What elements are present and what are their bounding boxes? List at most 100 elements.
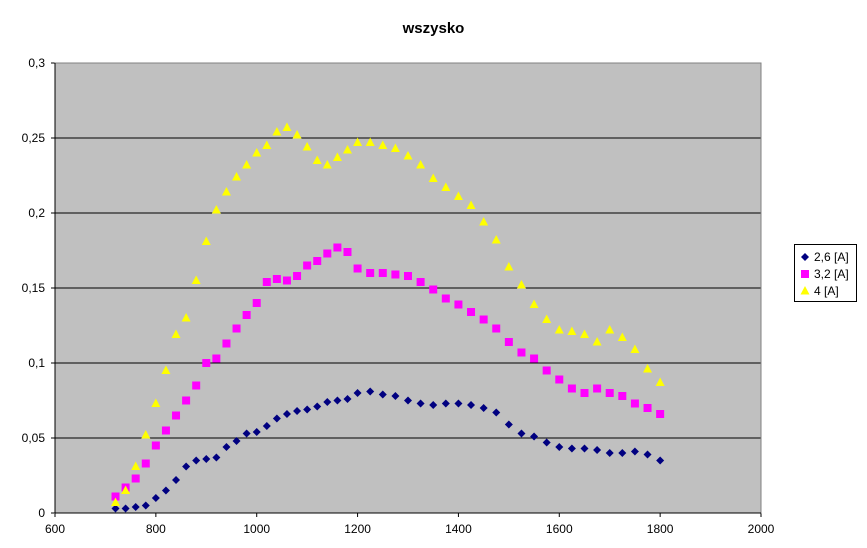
data-point-square [343, 248, 352, 256]
data-point-diamond [252, 428, 261, 436]
data-point-square [479, 315, 488, 324]
data-point-square [252, 299, 261, 307]
data-point-square [151, 441, 160, 450]
data-point-triangle [161, 365, 171, 374]
data-point-diamond [161, 486, 170, 495]
data-point-square [232, 324, 241, 333]
x-tick-label: 800 [146, 522, 166, 536]
data-point-triangle [592, 337, 602, 346]
data-point-diamond [492, 408, 501, 417]
data-point-diamond [293, 407, 302, 415]
data-point-triangle [332, 152, 342, 161]
data-point-diamond [323, 398, 332, 406]
data-point-diamond [313, 402, 322, 411]
data-point-diamond [182, 462, 191, 471]
data-point-triangle [252, 148, 262, 157]
legend-item: 4 [A] [799, 282, 856, 299]
data-point-diamond [232, 437, 241, 445]
data-point-triangle [312, 155, 322, 164]
data-point-triangle [554, 325, 564, 334]
data-point-square [323, 249, 332, 258]
data-point-diamond [454, 399, 463, 408]
data-point-triangle [201, 236, 211, 245]
data-point-diamond [630, 447, 639, 456]
y-tick-label: 0,2 [28, 206, 45, 220]
data-point-triangle [542, 314, 552, 323]
data-point-triangle [491, 235, 501, 244]
data-point-triangle [221, 187, 231, 196]
data-point-diamond [504, 420, 513, 429]
data-point-diamond [272, 414, 281, 423]
data-point-diamond [343, 395, 352, 403]
data-point-diamond [242, 429, 251, 438]
data-point-square [293, 272, 302, 280]
data-point-triangle [390, 143, 400, 152]
series-triangle [111, 122, 665, 506]
data-point-triangle [322, 160, 332, 169]
axes: 0 0,05 0,1 0,15 0,2 0,25 0,3 600 800 1000 1200 1400… [22, 56, 775, 536]
data-point-triangle [403, 151, 413, 160]
data-point-triangle [466, 200, 476, 209]
data-point-triangle [529, 299, 539, 308]
data-point-square [378, 269, 387, 277]
legend-label: 3,2 [A] [814, 266, 849, 281]
data-point-triangle [453, 191, 463, 200]
data-point-triangle [272, 127, 282, 136]
data-point-diamond [353, 389, 362, 397]
x-tick-label: 1000 [243, 522, 270, 536]
data-point-square [282, 276, 291, 285]
data-point-diamond [517, 429, 526, 438]
legend-swatch-diamond [801, 252, 809, 261]
data-point-square [643, 404, 652, 412]
data-point-triangle [353, 137, 363, 146]
data-point-square [416, 278, 425, 286]
data-point-diamond [618, 449, 627, 457]
data-point-square [366, 269, 375, 277]
data-point-triangle [282, 122, 292, 131]
data-point-triangle [378, 140, 388, 149]
legend-item: 3,2 [A] [799, 265, 856, 282]
data-point-triangle [141, 430, 151, 439]
data-point-diamond [378, 390, 387, 399]
data-point-triangle [567, 326, 577, 335]
data-point-diamond [404, 396, 412, 405]
legend-marker [800, 285, 810, 294]
data-point-diamond [467, 401, 476, 409]
data-point-triangle [121, 485, 131, 494]
data-point-diamond [542, 438, 551, 447]
y-tick-label: 0,3 [28, 56, 45, 70]
data-point-triangle [479, 217, 489, 226]
data-point-square [454, 300, 463, 309]
x-tick-label: 1600 [546, 522, 573, 536]
x-tick-label: 1200 [344, 522, 371, 536]
x-tick-label: 1800 [647, 522, 674, 536]
data-point-square [404, 272, 412, 280]
data-point-square [467, 308, 476, 316]
data-point-square [391, 270, 400, 279]
data-point-triangle [605, 325, 615, 334]
data-point-square [555, 375, 564, 384]
data-point-diamond [282, 410, 291, 418]
data-point-square [222, 339, 231, 348]
data-point-diamond [172, 476, 181, 484]
data-point-triangle [416, 160, 426, 169]
data-point-diamond [192, 456, 201, 465]
data-point-diamond [121, 504, 130, 513]
data-point-diamond [111, 504, 120, 513]
data-point-diamond [530, 432, 539, 441]
data-point-triangle [428, 173, 438, 182]
data-point-square [593, 384, 602, 393]
legend-item: 2,6 [A] [799, 248, 856, 265]
data-point-square [313, 257, 322, 265]
y-tick-label: 0,15 [22, 281, 46, 295]
data-point-diamond [212, 453, 221, 462]
data-point-square [192, 381, 201, 390]
data-point-square [517, 348, 526, 357]
y-tick-label: 0,1 [28, 356, 45, 370]
data-point-diamond [131, 503, 140, 511]
data-point-triangle [242, 160, 252, 169]
data-point-square [580, 389, 589, 397]
data-point-diamond [429, 401, 438, 409]
data-point-diamond [202, 455, 211, 463]
data-point-square [492, 324, 501, 333]
